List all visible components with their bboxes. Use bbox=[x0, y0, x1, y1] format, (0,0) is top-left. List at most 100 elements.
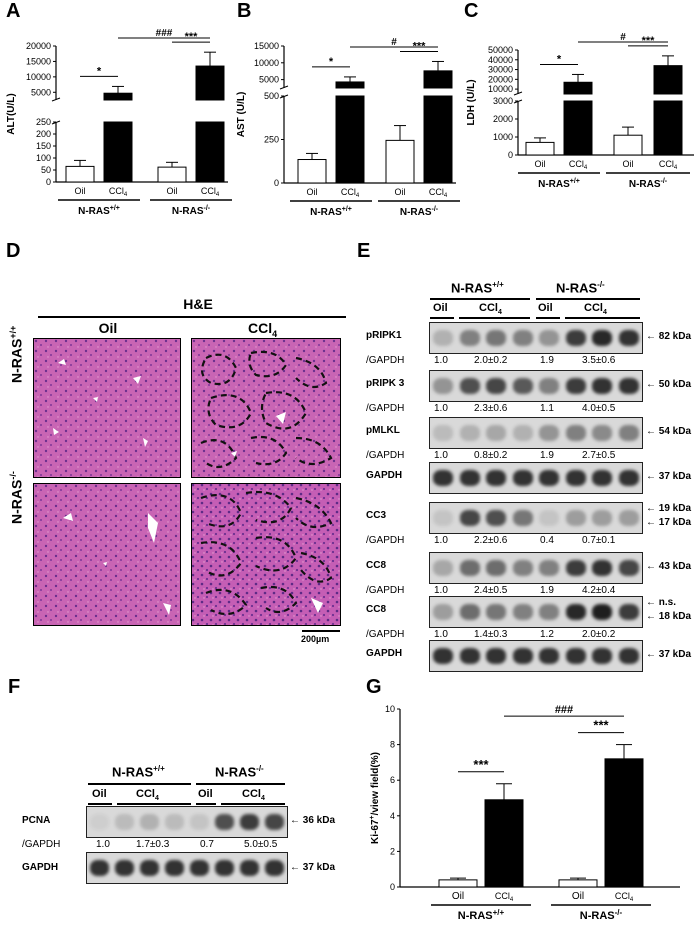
blot-band bbox=[565, 424, 586, 442]
x-tick-label: Oil bbox=[572, 891, 584, 902]
y-axis-label: ALT(U/L) bbox=[6, 93, 17, 134]
group-label: N-RAS-/- bbox=[400, 206, 439, 218]
axis-break-mark bbox=[513, 91, 523, 96]
bar bbox=[195, 65, 225, 101]
wb-f-header-ko: N-RAS-/- bbox=[215, 764, 264, 780]
wb-e-norm-value: 0.7±0.1 bbox=[582, 535, 616, 546]
x-tick-label: Oil bbox=[395, 187, 406, 197]
wb-e-row-label: pRIPK 3 bbox=[366, 378, 405, 389]
wb-f-col-oil-2: Oil bbox=[198, 788, 213, 800]
wb-e-subline-oil-2 bbox=[536, 317, 560, 319]
sig-label-between: # bbox=[620, 32, 626, 43]
bar bbox=[195, 121, 225, 183]
blot-band bbox=[165, 859, 184, 877]
blot-band bbox=[190, 859, 209, 877]
wb-f-subline-oil-1 bbox=[88, 803, 112, 805]
wb-e-row-label: pRIPK1 bbox=[366, 330, 402, 341]
wb-e-kda-label: ← 37 kDa bbox=[646, 471, 692, 482]
bar bbox=[613, 134, 643, 156]
panel-letter-g: G bbox=[366, 676, 382, 698]
blot-band bbox=[592, 559, 613, 577]
panel-letter-d: D bbox=[6, 240, 21, 262]
wb-e-col-ccl4-2: CCl4 bbox=[584, 302, 607, 317]
blot-band bbox=[240, 859, 259, 877]
he-title: H&E bbox=[183, 296, 213, 312]
y-tick-label: 250 bbox=[36, 117, 51, 127]
wb-e-subline-ccl4-1 bbox=[459, 317, 530, 319]
wb-e-blot-cc3 bbox=[429, 502, 643, 534]
blot-band bbox=[265, 813, 284, 831]
he-row-wt-label: N-RAS+/+ bbox=[8, 325, 25, 383]
wb-e-norm-value: 1.0 bbox=[434, 629, 448, 640]
blot-band bbox=[592, 377, 613, 395]
he-col-ccl4: CCl4 bbox=[248, 320, 278, 339]
blot-band bbox=[459, 647, 480, 665]
wb-e-header-wt: N-RAS+/+ bbox=[451, 280, 504, 296]
y-axis-label: Ki-67+/view field(%) bbox=[369, 752, 381, 844]
axis-break-mark bbox=[279, 94, 289, 99]
blot-band bbox=[486, 647, 507, 665]
wb-e-row-label: CC8 bbox=[366, 604, 387, 615]
wb-e-header-line-ko bbox=[536, 298, 640, 300]
blot-band bbox=[539, 329, 560, 347]
blot-band bbox=[565, 647, 586, 665]
blot-band bbox=[618, 603, 639, 621]
blot-band bbox=[539, 377, 560, 395]
blot-band bbox=[486, 329, 507, 347]
wb-f-col-oil-1: Oil bbox=[92, 788, 107, 800]
wb-e-row-label: pMLKL bbox=[366, 425, 400, 436]
panel-letter-f: F bbox=[8, 676, 21, 698]
wb-e-kda-label: ← 17 kDa bbox=[646, 517, 692, 528]
wb-f-header-line-ko bbox=[196, 783, 285, 785]
blot-band bbox=[618, 509, 639, 527]
x-tick-label: Oil bbox=[167, 186, 178, 196]
bar bbox=[297, 159, 327, 184]
wb-e-blot-pmlkl bbox=[429, 417, 643, 449]
y-tick-label: 30000 bbox=[488, 65, 513, 75]
y-tick-label: 6 bbox=[390, 775, 395, 785]
blot-band bbox=[592, 469, 613, 487]
wb-e-kda-label: ← 50 kDa bbox=[646, 379, 692, 390]
wb-e-col-ccl4-1: CCl4 bbox=[479, 302, 502, 317]
blot-band bbox=[565, 559, 586, 577]
wb-e-col-oil-2: Oil bbox=[538, 302, 553, 314]
y-tick-label: 0 bbox=[508, 150, 513, 160]
blot-band bbox=[265, 859, 284, 877]
bar bbox=[423, 70, 453, 89]
bar bbox=[65, 165, 95, 183]
sig-label-between: ### bbox=[555, 704, 573, 716]
wb-e-norm-value: 1.0 bbox=[434, 450, 448, 461]
blot-band bbox=[539, 559, 560, 577]
blot-band bbox=[433, 329, 454, 347]
wb-e-norm-label: /GAPDH bbox=[366, 403, 405, 414]
wb-e-norm-label: /GAPDH bbox=[366, 450, 405, 461]
wb-e-blot-pripk3 bbox=[429, 370, 643, 402]
wb-e-norm-label: /GAPDH bbox=[366, 535, 405, 546]
ki67-bar-chart: 0 2 4 6 8 10 Ki-67+/view field(%) Oil CCl4 Oil CCl… bbox=[369, 704, 680, 922]
bar bbox=[423, 95, 453, 184]
wb-f-subline-ccl4-1 bbox=[117, 803, 191, 805]
blot-band bbox=[90, 813, 109, 831]
wb-e-norm-value: 0.8±0.2 bbox=[474, 450, 508, 461]
sig-label: *** bbox=[473, 757, 489, 772]
he-image-ko-oil bbox=[33, 483, 181, 626]
bar bbox=[563, 100, 593, 156]
x-tick-label: CCl4 bbox=[201, 186, 220, 198]
blot-band bbox=[618, 647, 639, 665]
bar bbox=[604, 758, 644, 888]
x-tick-label: Oil bbox=[75, 186, 86, 196]
blot-band bbox=[539, 509, 560, 527]
wb-e-norm-value: 0.4 bbox=[540, 535, 554, 546]
y-tick-label: 2 bbox=[390, 846, 395, 856]
blot-band bbox=[565, 469, 586, 487]
wb-e-kda-label: ← n.s. bbox=[646, 597, 677, 608]
blot-band bbox=[618, 559, 639, 577]
he-image-wt-ccl4 bbox=[191, 338, 341, 478]
blot-band bbox=[215, 859, 234, 877]
wb-e-norm-value: 1.2 bbox=[540, 629, 554, 640]
bar bbox=[335, 95, 365, 184]
blot-band bbox=[592, 424, 613, 442]
wb-e-norm-value: 1.0 bbox=[434, 585, 448, 596]
wb-e-norm-value: 2.7±0.5 bbox=[582, 450, 616, 461]
blot-band bbox=[215, 813, 234, 831]
